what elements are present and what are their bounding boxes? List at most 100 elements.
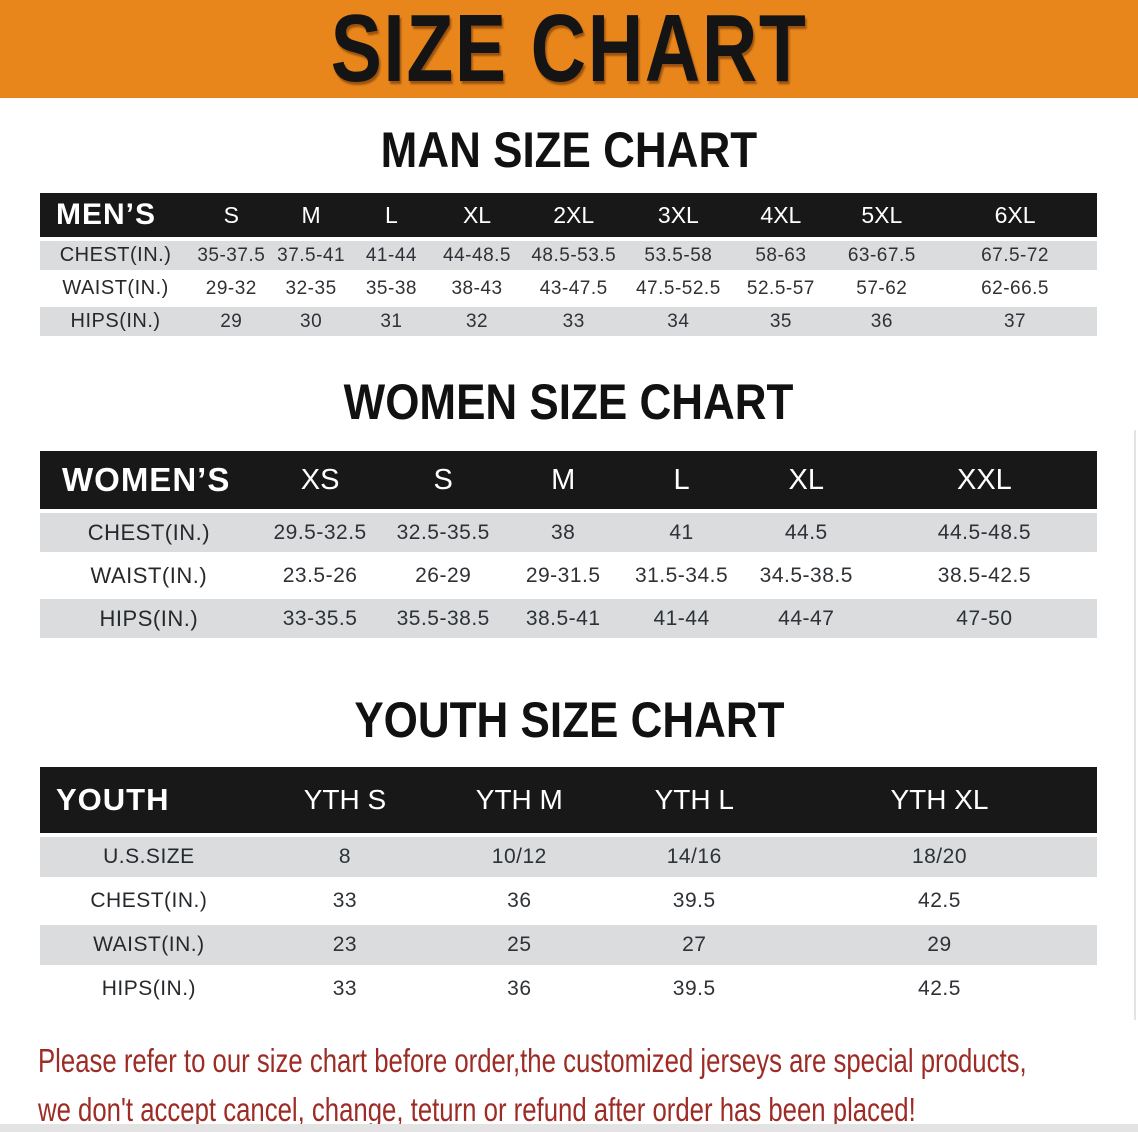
measurement-value: 29 [220, 310, 243, 332]
measurement-value: 57-62 [856, 277, 908, 299]
women-section-title-text: WOMEN SIZE CHART [344, 374, 794, 430]
size-header-row: MEN’S S M L XL 2XL 3XL 4XL 5XL 6XL [40, 193, 1097, 237]
measurement-value: 37 [1003, 310, 1027, 332]
measurement-value: 67.5-72 [981, 244, 1050, 266]
measurement-value: 33 [332, 889, 358, 912]
measurement-label: CHEST(IN.) [87, 519, 211, 545]
size-column-header: XL [432, 193, 522, 237]
measurement-value: 42.5 [918, 977, 961, 1000]
measurement-label: WAIST(IN.) [93, 933, 205, 956]
measurement-value: 58-63 [755, 244, 807, 266]
measurement-value: 44-48.5 [443, 244, 511, 266]
size-header-row: YOUTH YTH S YTH M YTH L YTH XL [40, 767, 1097, 833]
measurement-value: 52.5-57 [746, 277, 815, 299]
measurement-value: 41-44 [365, 244, 417, 266]
measurement-value: 18/20 [911, 845, 968, 868]
measurement-value: 32-35 [285, 277, 337, 299]
man-section-title-text: MAN SIZE CHART [380, 122, 758, 178]
measurement-value: 38.5-41 [525, 606, 601, 630]
measurement-value: 34 [667, 310, 690, 332]
measurement-row: CHEST(IN.) 33 36 39.5 42.5 [40, 881, 1097, 921]
measurement-value: 43-47.5 [539, 277, 608, 299]
measurement-value: 33 [332, 977, 358, 1000]
measurement-value: 42.5 [918, 889, 961, 912]
size-column-header: YTH L [606, 767, 782, 833]
size-column-header: L [350, 193, 433, 237]
size-column-header: 4XL [731, 193, 831, 237]
measurement-value: 37.5-41 [277, 244, 346, 266]
measurement-value: 62-66.5 [981, 277, 1050, 299]
size-column-header: XS [257, 451, 383, 509]
disclaimer: Please refer to our size chart before or… [38, 1036, 1118, 1132]
measurement-value: 44.5-48.5 [937, 520, 1032, 544]
measurement-value: 25 [507, 933, 532, 956]
size-column-header: M [504, 451, 623, 509]
measurement-value: 36 [507, 977, 532, 1000]
measurement-value: 41-44 [653, 606, 710, 630]
measurement-value: 30 [300, 310, 323, 332]
measurement-value: 38 [551, 520, 576, 544]
measurement-value: 35-37.5 [197, 244, 266, 266]
women-section-title: WOMEN SIZE CHART [0, 374, 1138, 430]
size-header-row: WOMEN’S XS S M L XL XXL [40, 451, 1097, 509]
size-column-header: S [191, 193, 272, 237]
measurement-value: 27 [682, 933, 707, 956]
table-category-label: MEN’S [40, 193, 192, 237]
measurement-row: CHEST(IN.) 29.5-32.5 32.5-35.5 38 41 44.5 44.5… [40, 513, 1097, 552]
youth-size-table: YOUTH YTH S YTH M YTH L YTH XL U.S.SIZE 8 10/12… [40, 763, 1097, 1013]
size-column-header: XL [740, 451, 872, 509]
bottom-strip [0, 1124, 1138, 1132]
measurement-row: HIPS(IN.) 33 36 39.5 42.5 [40, 969, 1097, 1009]
measurement-label: CHEST(IN.) [59, 244, 172, 266]
size-column-header: S [382, 451, 504, 509]
size-column-header: YTH S [257, 767, 433, 833]
measurement-value: 36 [870, 310, 893, 332]
measurement-value: 38-43 [451, 277, 503, 299]
measurement-value: 32.5-35.5 [396, 520, 490, 544]
measurement-value: 32 [465, 310, 489, 332]
measurement-label: HIPS(IN.) [101, 977, 197, 1000]
measurement-value: 47-50 [956, 606, 1013, 630]
measurement-value: 8 [338, 845, 352, 868]
measurement-value: 39.5 [672, 977, 716, 1000]
table-category-label: YOUTH [40, 767, 258, 833]
size-column-header: L [622, 451, 741, 509]
measurement-value: 53.5-58 [644, 244, 713, 266]
measurement-value: 63-67.5 [847, 244, 916, 266]
measurement-value: 35-38 [365, 277, 417, 299]
measurement-value: 36 [507, 889, 532, 912]
measurement-label: WAIST(IN.) [90, 562, 208, 588]
measurement-value: 34.5-38.5 [759, 563, 853, 587]
measurement-label: HIPS(IN.) [99, 605, 199, 631]
table-category-label: WOMEN’S [40, 451, 258, 509]
measurement-value: 29-31.5 [525, 563, 601, 587]
size-column-header: XXL [871, 451, 1097, 509]
measurement-value: 47.5-52.5 [635, 277, 721, 299]
disclaimer-line-2: we don't accept cancel, change, teturn o… [38, 1091, 916, 1128]
measurement-row: HIPS(IN.) 29 30 31 32 33 34 35 36 37 [40, 307, 1097, 336]
measurement-row: WAIST(IN.) 29-32 32-35 35-38 38-43 43-47.5 47.… [40, 274, 1097, 303]
measurement-value: 38.5-42.5 [937, 563, 1032, 587]
measurement-value: 14/16 [666, 845, 722, 868]
measurement-value: 29 [927, 933, 952, 956]
youth-section-title: YOUTH SIZE CHART [0, 692, 1138, 748]
size-column-header: YTH XL [781, 767, 1097, 833]
measurement-value: 33 [562, 310, 585, 332]
measurement-value: 39.5 [672, 889, 716, 912]
right-edge-line [1134, 430, 1136, 1020]
youth-section-title-text: YOUTH SIZE CHART [353, 692, 785, 748]
measurement-value: 41 [669, 520, 694, 544]
measurement-value: 10/12 [491, 845, 547, 868]
measurement-value: 31 [380, 310, 403, 332]
page-title: SIZE CHART [330, 0, 808, 102]
measurement-value: 29-32 [205, 277, 257, 299]
measurement-label: U.S.SIZE [103, 845, 195, 868]
size-column-header: 5XL [830, 193, 934, 237]
measurement-value: 26-29 [415, 563, 472, 587]
measurement-value: 31.5-34.5 [634, 563, 729, 587]
man-section-title: MAN SIZE CHART [0, 122, 1138, 178]
measurement-value: 23.5-26 [282, 563, 358, 587]
measurement-value: 44.5 [784, 520, 828, 544]
size-column-header: 6XL [933, 193, 1097, 237]
